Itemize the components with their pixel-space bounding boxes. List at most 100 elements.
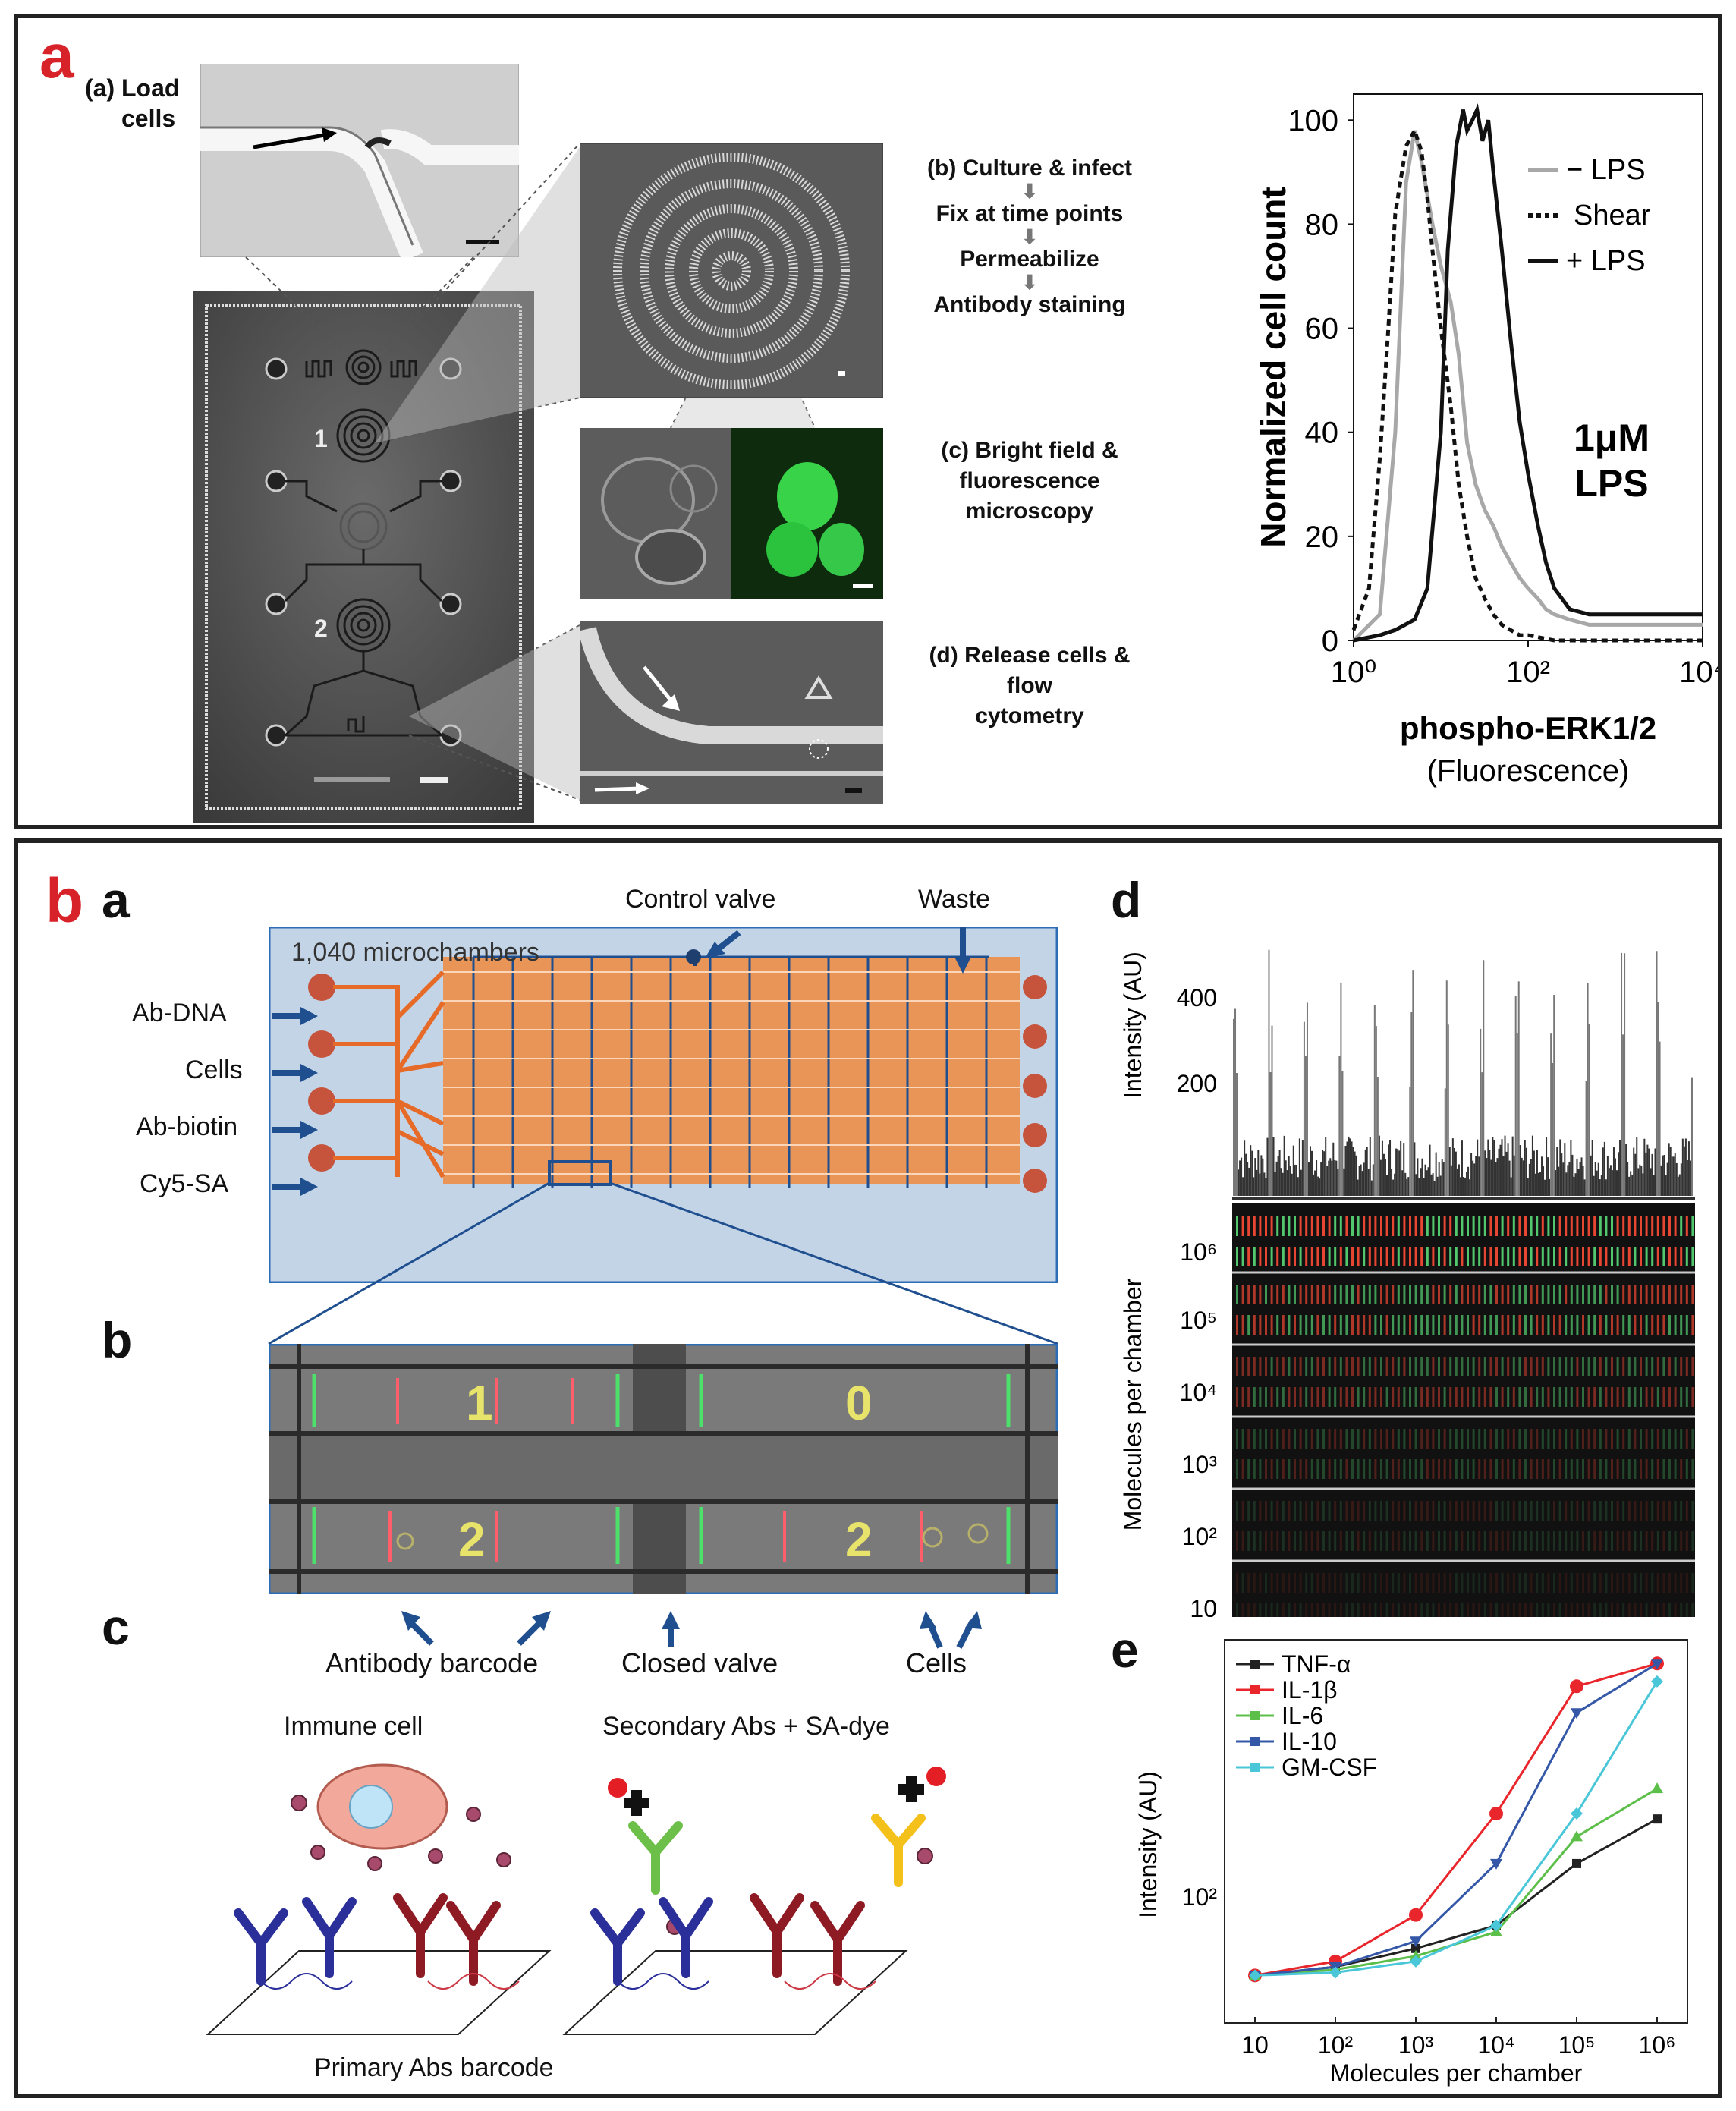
heatmap-stripe [1495,1531,1498,1551]
heatmap-stripe [1316,1247,1319,1266]
heatmap-stripe [1270,1285,1273,1304]
heatmap-stripe [1357,1531,1360,1551]
heatmap-stripe [1247,1429,1250,1449]
heatmap-stripe [1253,1531,1256,1551]
heatmap-stripe [1368,1573,1371,1593]
heatmap-stripe [1339,1387,1342,1407]
heatmap-stripe [1587,1501,1590,1521]
panel-e-xtick-label: 10⁶ [1639,2031,1676,2059]
heatmap-stripe [1288,1531,1291,1551]
heatmap-stripe [1467,1387,1469,1407]
heatmap-stripe [1587,1387,1590,1407]
heatmap-stripe [1616,1603,1619,1617]
heatmap-stripe [1489,1285,1492,1304]
heatmap-stripe [1547,1429,1550,1449]
heatmap-stripe [1553,1603,1555,1617]
heatmap-stripe [1282,1285,1285,1304]
heatmap-stripe [1547,1603,1550,1617]
panel-e-data-point [1410,1936,1422,1948]
heatmap-stripe [1414,1429,1417,1449]
heatmap-stripe [1495,1357,1498,1376]
panel-e-legend-label: IL-10 [1282,1728,1337,1755]
heatmap-stripe [1294,1357,1296,1376]
heatmap-stripe [1622,1357,1625,1376]
heatmap-stripe [1599,1531,1602,1551]
heatmap-stripe [1461,1285,1464,1304]
heatmap-stripe [1253,1429,1256,1449]
heatmap-stripe [1322,1315,1325,1335]
heatmap-stripe [1634,1216,1637,1236]
heatmap-stripe [1363,1216,1366,1236]
step-load-cells-label: (a) Load cells [85,74,180,132]
heatmap-stripe [1582,1429,1584,1449]
heatmap-stripe [1368,1531,1371,1551]
heatmap-stripe [1495,1216,1498,1236]
heatmap-stripe [1310,1459,1313,1479]
heatmap-stripe [1524,1603,1527,1617]
heatmap-stripe [1357,1429,1360,1449]
heatmap-stripe [1310,1429,1313,1449]
heatmap-stripe [1259,1531,1262,1551]
heatmap-stripe [1363,1501,1366,1521]
heatmap-stripe [1236,1247,1238,1266]
heatmap-stripe [1483,1247,1486,1266]
heatmap-stripe [1247,1216,1250,1236]
heatmap-stripe [1680,1603,1683,1617]
heatmap-stripe [1541,1603,1544,1617]
heatmap-stripe [1634,1429,1637,1449]
heatmap-stripe [1420,1573,1423,1593]
heatmap-stripe [1374,1501,1377,1521]
heatmap-stripe [1656,1315,1659,1335]
heatmap-stripe [1345,1501,1348,1521]
heatmap-stripe [1397,1247,1400,1266]
heatmap-stripe [1634,1501,1637,1521]
heatmap-stripe [1541,1387,1544,1407]
heatmap-stripe [1432,1501,1435,1521]
heatmap-stripe [1541,1247,1544,1266]
heatmap-stripe [1328,1603,1331,1617]
heatmap-stripe [1616,1387,1619,1407]
panel-e-legend-marker [1250,1685,1260,1694]
heatmap-stripe [1593,1459,1596,1479]
heatmap-stripe [1582,1459,1584,1479]
heatmap-stripe [1236,1573,1238,1593]
heatmap-stripe [1472,1247,1475,1266]
heatmap-stripe [1547,1501,1550,1521]
heatmap-stripe [1282,1603,1285,1617]
heatmap-stripe [1483,1459,1486,1479]
heatmap-stripe [1420,1285,1423,1304]
heatmap-stripe [1385,1216,1388,1236]
heatmap-stripe [1467,1531,1469,1551]
heatmap-stripe [1599,1285,1602,1304]
heatmap-stripe [1385,1387,1388,1407]
heatmap-stripe [1691,1459,1694,1479]
heatmap-stripe [1587,1357,1590,1376]
heatmap-stripe [1455,1603,1458,1617]
heatmap-stripe [1305,1459,1308,1479]
heatmap-stripe [1553,1429,1555,1449]
heatmap-stripe [1449,1285,1452,1304]
heatmap-stripe [1611,1357,1613,1376]
heatmap-stripe [1397,1531,1400,1551]
heatmap-stripe [1489,1459,1492,1479]
heatmap-stripe [1668,1315,1671,1335]
heatmap-stripe [1674,1315,1677,1335]
chip-spiral-2-label: 2 [314,615,328,642]
heatmap-stripe [1316,1357,1319,1376]
heatmap-stripe [1403,1501,1406,1521]
heatmap-stripe [1530,1459,1533,1479]
heatmap-stripe [1599,1315,1602,1335]
histogram-ytick-label: 40 [1305,417,1339,450]
heatmap-stripe [1685,1357,1688,1376]
heatmap-stripe [1634,1573,1637,1593]
heatmap-stripe [1368,1315,1371,1335]
heatmap-stripe [1241,1573,1244,1593]
heatmap-stripe [1685,1459,1688,1479]
control-valve-label: Control valve [625,885,776,914]
heatmap-stripe [1524,1429,1527,1449]
heatmap-stripe [1247,1315,1250,1335]
heatmap-stripe [1547,1531,1550,1551]
heatmap-stripe [1363,1603,1366,1617]
antibody-schematic [206,1763,946,2035]
heatmap-stripe [1397,1357,1400,1376]
